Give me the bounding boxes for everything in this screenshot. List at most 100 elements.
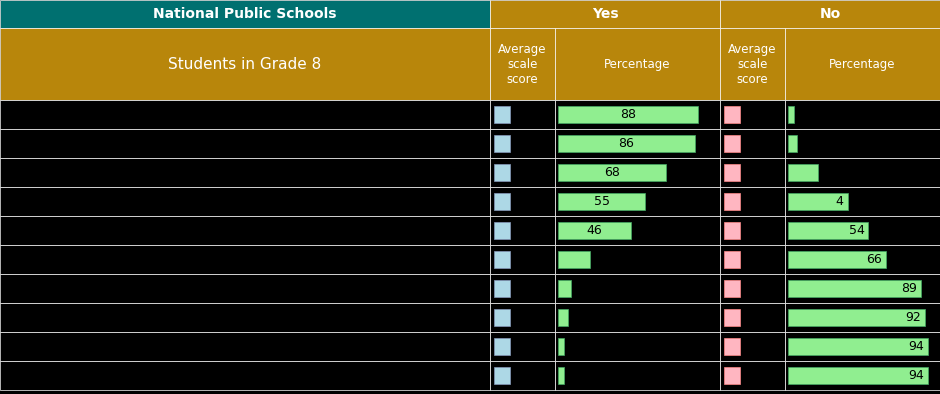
Bar: [785, 361, 940, 390]
Bar: [490, 187, 555, 216]
Bar: [558, 135, 695, 152]
Bar: [0, 361, 490, 390]
Bar: [555, 187, 720, 216]
Text: 92: 92: [905, 311, 921, 324]
Bar: [720, 332, 785, 361]
Bar: [490, 28, 555, 100]
Bar: [724, 193, 740, 210]
Bar: [494, 106, 510, 123]
Bar: [555, 245, 720, 274]
Bar: [788, 309, 925, 326]
Bar: [785, 187, 940, 216]
Bar: [720, 28, 785, 100]
Bar: [490, 0, 720, 28]
Text: 55: 55: [594, 195, 610, 208]
Bar: [788, 280, 920, 297]
Bar: [785, 245, 940, 274]
Bar: [785, 100, 940, 129]
Bar: [490, 216, 555, 245]
Bar: [785, 274, 940, 303]
Bar: [558, 222, 631, 239]
Bar: [0, 245, 490, 274]
Bar: [720, 187, 785, 216]
Bar: [788, 193, 848, 210]
Bar: [0, 129, 490, 158]
Bar: [490, 274, 555, 303]
Bar: [724, 367, 740, 384]
Bar: [0, 216, 490, 245]
Text: 89: 89: [901, 282, 916, 295]
Bar: [555, 158, 720, 187]
Text: 68: 68: [604, 166, 620, 179]
Bar: [0, 303, 490, 332]
Bar: [490, 100, 555, 129]
Bar: [555, 28, 720, 100]
Bar: [785, 158, 940, 187]
Bar: [788, 222, 869, 239]
Text: 54: 54: [849, 224, 865, 237]
Bar: [720, 303, 785, 332]
Bar: [720, 100, 785, 129]
Bar: [0, 0, 490, 28]
Bar: [494, 193, 510, 210]
Bar: [785, 332, 940, 361]
Bar: [490, 303, 555, 332]
Bar: [0, 28, 490, 100]
Bar: [724, 164, 740, 181]
Bar: [788, 338, 928, 355]
Bar: [490, 361, 555, 390]
Text: No: No: [820, 7, 840, 21]
Text: Percentage: Percentage: [829, 58, 896, 71]
Bar: [490, 158, 555, 187]
Text: 46: 46: [587, 224, 603, 237]
Bar: [555, 303, 720, 332]
Bar: [558, 338, 564, 355]
Bar: [558, 251, 589, 268]
Bar: [0, 332, 490, 361]
Bar: [720, 245, 785, 274]
Bar: [0, 187, 490, 216]
Text: Yes: Yes: [591, 7, 619, 21]
Text: Average
scale
score: Average scale score: [498, 43, 547, 85]
Bar: [558, 280, 571, 297]
Bar: [490, 245, 555, 274]
Bar: [720, 216, 785, 245]
Bar: [0, 274, 490, 303]
Bar: [558, 164, 666, 181]
Bar: [555, 361, 720, 390]
Text: 94: 94: [908, 340, 924, 353]
Bar: [555, 216, 720, 245]
Bar: [788, 164, 818, 181]
Bar: [720, 0, 940, 28]
Bar: [494, 222, 510, 239]
Text: 94: 94: [908, 369, 924, 382]
Text: 88: 88: [620, 108, 636, 121]
Bar: [785, 303, 940, 332]
Bar: [494, 338, 510, 355]
Bar: [558, 309, 568, 326]
Bar: [724, 338, 740, 355]
Bar: [724, 222, 740, 239]
Bar: [724, 280, 740, 297]
Bar: [720, 158, 785, 187]
Bar: [494, 164, 510, 181]
Bar: [555, 274, 720, 303]
Bar: [490, 129, 555, 158]
Text: Students in Grade 8: Students in Grade 8: [168, 56, 321, 71]
Bar: [785, 28, 940, 100]
Bar: [494, 367, 510, 384]
Bar: [720, 129, 785, 158]
Bar: [555, 332, 720, 361]
Bar: [0, 100, 490, 129]
Bar: [555, 100, 720, 129]
Bar: [724, 309, 740, 326]
Bar: [724, 135, 740, 152]
Bar: [0, 158, 490, 187]
Text: 86: 86: [619, 137, 634, 150]
Text: National Public Schools: National Public Schools: [153, 7, 337, 21]
Bar: [788, 106, 794, 123]
Bar: [785, 129, 940, 158]
Bar: [558, 367, 564, 384]
Bar: [724, 106, 740, 123]
Bar: [788, 367, 928, 384]
